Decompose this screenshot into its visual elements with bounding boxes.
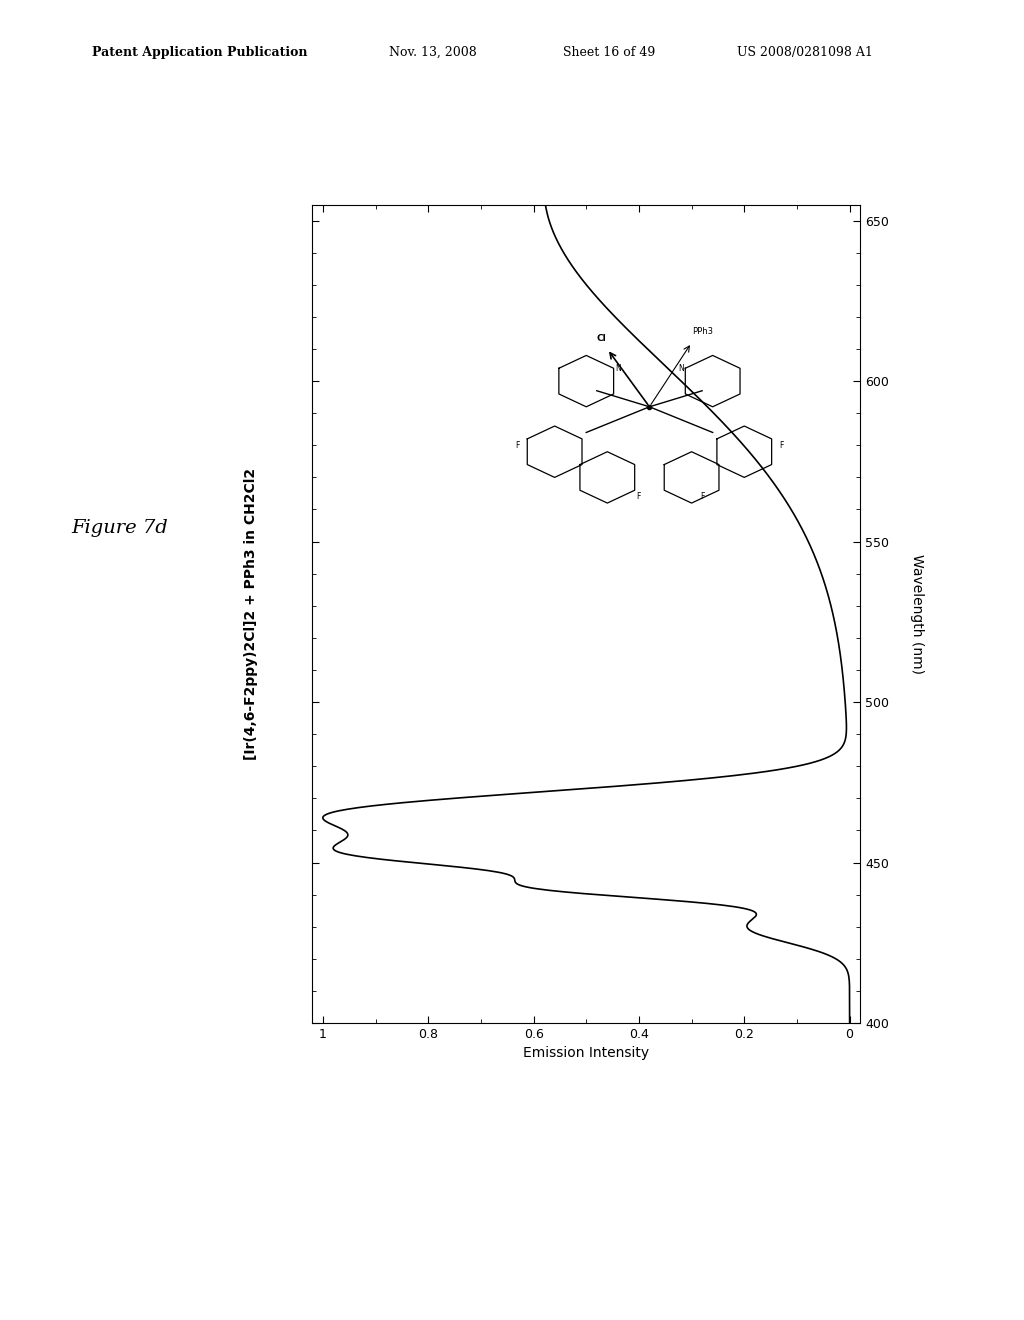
Text: N: N: [678, 364, 684, 372]
Text: F: F: [515, 441, 520, 450]
Text: Patent Application Publication: Patent Application Publication: [92, 46, 307, 59]
X-axis label: Emission Intensity: Emission Intensity: [523, 1047, 649, 1060]
Text: Figure 7d: Figure 7d: [72, 519, 168, 537]
Text: PPh3: PPh3: [691, 327, 713, 337]
Text: US 2008/0281098 A1: US 2008/0281098 A1: [737, 46, 873, 59]
Text: Nov. 13, 2008: Nov. 13, 2008: [389, 46, 477, 59]
Text: F: F: [779, 441, 783, 450]
Text: F: F: [700, 492, 705, 502]
Text: N: N: [615, 364, 621, 372]
Text: F: F: [637, 492, 641, 502]
Text: Sheet 16 of 49: Sheet 16 of 49: [563, 46, 655, 59]
Text: [Ir(4,6-F2ppy)2Cl]2 + PPh3 in CH2Cl2: [Ir(4,6-F2ppy)2Cl]2 + PPh3 in CH2Cl2: [244, 467, 258, 760]
Text: Cl: Cl: [597, 334, 606, 343]
Y-axis label: Wavelength (nm): Wavelength (nm): [910, 554, 924, 673]
